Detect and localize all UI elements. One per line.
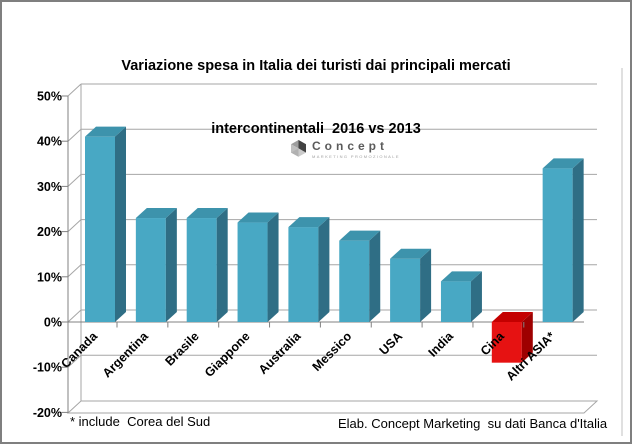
x-axis-label-Messico: Messico xyxy=(310,329,355,374)
y-axis-label-0%: 0% xyxy=(44,316,62,330)
watermark-logo: Concept MARKETING PROMOZIONALE xyxy=(290,140,400,161)
bar-Brasile xyxy=(186,208,228,322)
bar-USA xyxy=(390,248,432,322)
watermark-name: Concept xyxy=(312,139,388,153)
bar-Messico xyxy=(339,230,381,322)
x-axis-label-Australia: Australia xyxy=(256,328,304,376)
source-note: Elab. Concept Marketing su dati Banca d'… xyxy=(338,416,608,431)
chart-title: Variazione spesa in Italia dei turisti d… xyxy=(2,14,630,182)
bar-Cina xyxy=(491,312,533,363)
x-axis-label-Brasile: Brasile xyxy=(162,329,201,368)
x-axis-label-USA: USA xyxy=(377,329,406,358)
chart-title-line2: intercontinentali 2016 vs 2013 xyxy=(211,121,421,137)
y-axis-label--10%: -10% xyxy=(33,361,62,375)
y-axis-label--20%: -20% xyxy=(33,406,62,420)
bar-Canada xyxy=(85,126,126,323)
footnote-korea: * include Corea del Sud xyxy=(70,414,211,429)
bar-Australia xyxy=(288,217,330,322)
x-axis-label-Argentina: Argentina xyxy=(100,328,152,380)
cube-icon xyxy=(291,140,306,157)
bar-Argentina xyxy=(135,208,177,322)
y-axis-label-50%: 50% xyxy=(37,90,62,104)
x-axis-label-Canada: Canada xyxy=(58,328,101,371)
y-axis-label-10%: 10% xyxy=(37,270,62,284)
y-axis-label-40%: 40% xyxy=(37,135,62,149)
watermark-subtext: MARKETING PROMOZIONALE xyxy=(312,154,400,159)
chart-title-line1: Variazione spesa in Italia dei turisti d… xyxy=(121,58,511,74)
bar-Giappone xyxy=(237,212,279,322)
bar-India xyxy=(440,271,482,322)
y-axis-label-20%: 20% xyxy=(37,225,62,239)
y-axis-label-30%: 30% xyxy=(37,180,62,194)
x-axis-label-Giappone: Giappone xyxy=(202,329,253,380)
watermark-text: Concept MARKETING PROMOZIONALE xyxy=(312,139,400,160)
bar-Altri ASIA* xyxy=(542,158,584,322)
